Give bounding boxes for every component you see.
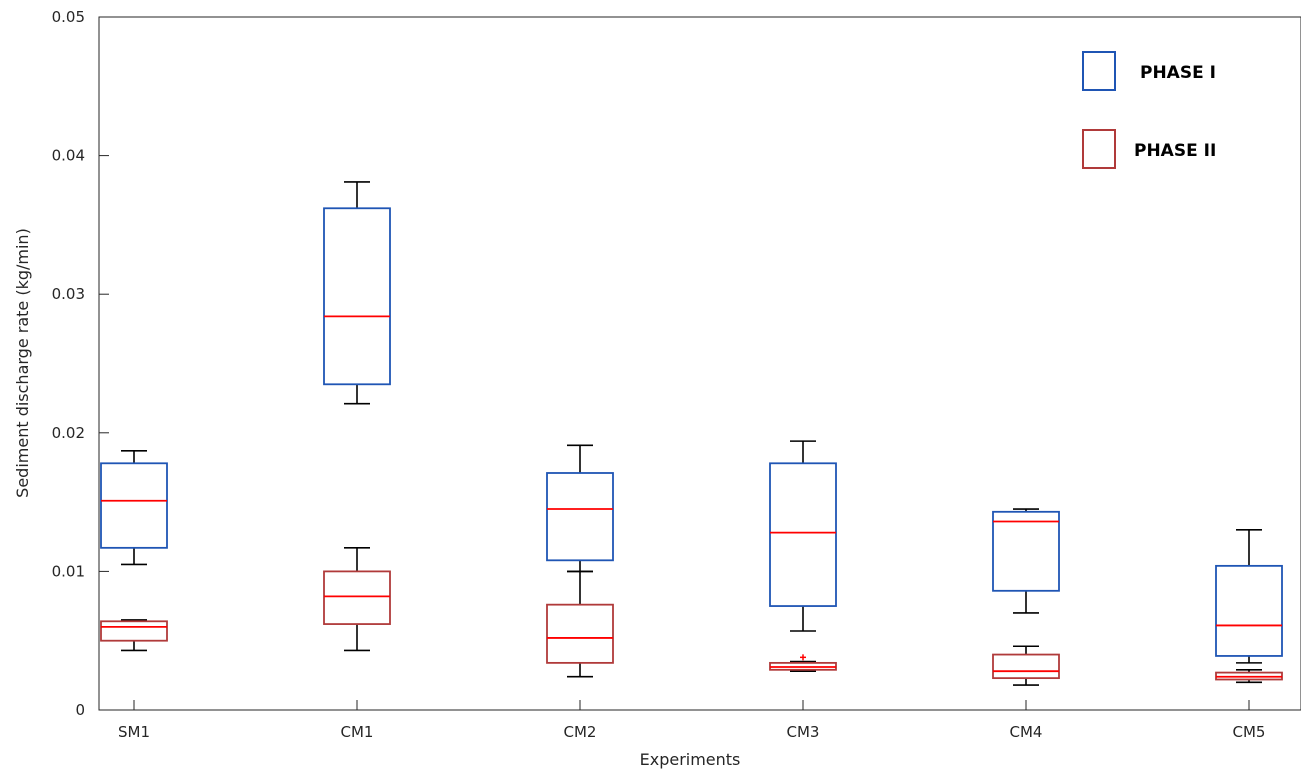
box-sm1-series-2 [100, 619, 168, 652]
legend-swatch-phase-ii [1082, 129, 1116, 169]
x-tick-label: SM1 [118, 723, 150, 741]
box-cm5-series-1 [1215, 529, 1283, 664]
y-tick-label: 0.01 [52, 562, 85, 580]
legend-swatch-phase-i [1082, 51, 1116, 91]
box-cm3-series-2 [769, 654, 837, 672]
y-axis: 0 0.01 0.02 0.03 0.04 0.05 [52, 8, 109, 719]
legend-label-phase-i: PHASE I [1140, 63, 1216, 83]
y-tick-label: 0.05 [52, 8, 85, 26]
box-iqr [992, 653, 1060, 680]
y-tick-label: 0.02 [52, 424, 85, 442]
box-sm1-series-1 [100, 450, 168, 566]
x-tick-label: CM5 [1233, 723, 1266, 741]
box-iqr [1215, 564, 1283, 657]
plot-frame [98, 16, 1301, 711]
box-iqr [546, 472, 614, 562]
x-tick-label: CM3 [787, 723, 820, 741]
x-tick-label: CM2 [564, 723, 597, 741]
box-cm3-series-1 [769, 440, 837, 632]
x-axis: SM1 CM1 CM2 CM3 CM4 CM5 [118, 700, 1265, 741]
box-cm4-series-1 [992, 508, 1060, 614]
x-tick-label: CM1 [341, 723, 374, 741]
box-cm1-series-2 [323, 547, 391, 652]
series-2 [100, 547, 1283, 686]
box-cm1-series-1 [323, 181, 391, 405]
box-iqr [100, 620, 168, 642]
y-tick-label: 0.03 [52, 285, 85, 303]
box-iqr [769, 462, 837, 607]
y-tick-label: 0 [75, 701, 85, 719]
box-iqr [323, 570, 391, 625]
x-axis-title: Experiments [640, 750, 741, 769]
plot-area [98, 16, 1301, 711]
box-cm2-series-1 [546, 444, 614, 573]
legend-label-phase-ii: PHASE II [1134, 141, 1216, 161]
box-iqr [546, 603, 614, 664]
y-axis-title: Sediment discharge rate (kg/min) [13, 228, 32, 498]
box-cm2-series-2 [546, 570, 614, 678]
y-tick-label: 0.04 [52, 147, 85, 165]
box-cm5-series-2 [1215, 669, 1283, 684]
series-1 [100, 181, 1283, 664]
box-iqr [323, 207, 391, 386]
box-cm4-series-2 [992, 645, 1060, 686]
x-tick-label: CM4 [1010, 723, 1043, 741]
legend: PHASE I PHASE II [1082, 51, 1216, 169]
box-series [100, 181, 1283, 686]
box-iqr [992, 510, 1060, 592]
box-iqr [100, 462, 168, 549]
